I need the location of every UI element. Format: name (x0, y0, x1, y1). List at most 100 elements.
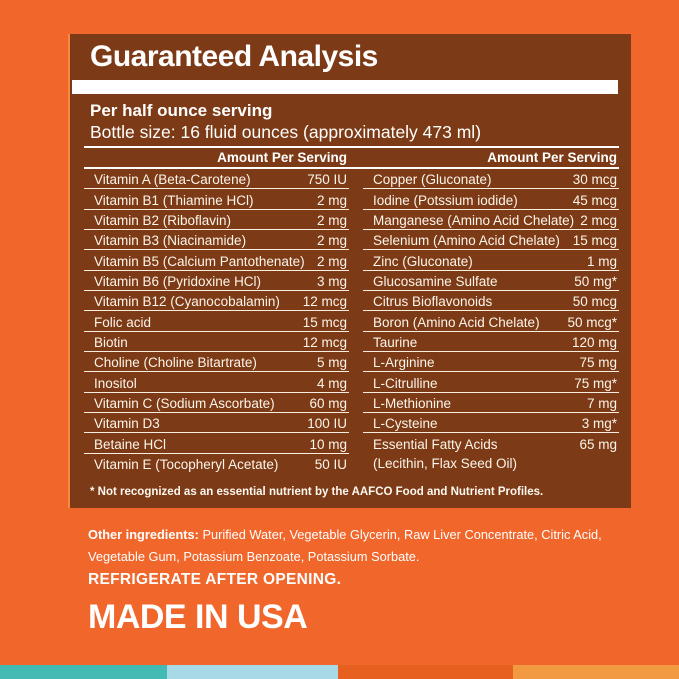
table-row: Vitamin E (Tocopheryl Acetate) 50 IU (84, 454, 349, 474)
nutrient-column-left: Vitamin A (Beta-Carotene) 750 IU Vitamin B… (84, 169, 349, 476)
table-row: Selenium (Amino Acid Chelate) 15 mcg (362, 230, 619, 251)
table-row: L-Arginine 75 mg (362, 352, 619, 373)
nutrient-name: Vitamin B3 (Niacinamide) (94, 233, 247, 249)
amount-per-serving-header-right: Amount Per Serving (487, 150, 617, 165)
nutrient-amount: 1 mg (586, 253, 617, 269)
serving-size-line: Per half ounce serving (90, 101, 273, 120)
nutrient-amount: 2 mcg (580, 212, 617, 228)
table-header-row: Amount Per Serving Amount Per Serving (84, 146, 619, 169)
nutrient-name: Betaine HCl (94, 436, 167, 452)
nutrient-name: Iodine (Potssium iodide) (372, 192, 518, 208)
nutrient-name: Vitamin B1 (Thiamine HCl) (94, 192, 254, 208)
nutrient-name: Taurine (372, 334, 418, 350)
table-row: Vitamin C (Sodium Ascorbate) 60 mg (84, 393, 349, 413)
table-row: Vitamin B2 (Riboflavin) 2 mg (84, 210, 349, 230)
stripe-light-orange (513, 665, 679, 679)
nutrient-amount: 750 IU (307, 172, 347, 188)
table-row: Manganese (Amino Acid Chelate) 2 mcg (362, 210, 619, 230)
nutrient-name: Selenium (Amino Acid Chelate) (372, 233, 560, 249)
nutrient-name: Citrus Bioflavonoids (372, 294, 493, 310)
table-row: Inositol 4 mg (84, 372, 349, 393)
nutrient-name: Essential Fatty Acids (372, 436, 498, 452)
nutrient-columns: Vitamin A (Beta-Carotene) 750 IU Vitamin B… (84, 169, 619, 476)
nutrient-name: Vitamin B5 (Calcium Pantothenate) (94, 253, 305, 269)
other-ingredients-label: Other ingredients: (88, 527, 199, 542)
nutrient-amount: 45 mcg (572, 192, 617, 208)
refrigerate-notice: REFRIGERATE AFTER OPENING. (88, 571, 342, 588)
nutrient-amount: 50 IU (314, 456, 347, 472)
table-row: L-Methionine 7 mg (362, 393, 619, 413)
nutrient-name: Zinc (Gluconate) (372, 253, 473, 269)
table-row: Glucosamine Sulfate 50 mg* (362, 271, 619, 291)
guaranteed-analysis-panel: Guaranteed Analysis Per half ounce servi… (68, 34, 631, 508)
nutrient-amount: 3 mg (316, 273, 347, 289)
nutrient-name: Manganese (Amino Acid Chelate) (372, 212, 575, 228)
bottom-color-stripes (0, 665, 679, 679)
table-row: Citrus Bioflavonoids 50 mcg (362, 291, 619, 312)
table-row: Betaine HCl 10 mg (84, 433, 349, 454)
nutrient-amount: 3 mg* (581, 416, 617, 432)
table-row: Vitamin B12 (Cyanocobalamin) 12 mcg (84, 291, 349, 312)
table-row: Biotin 12 mcg (84, 332, 349, 352)
table-row: Vitamin D3 100 IU (84, 413, 349, 434)
nutrient-name: Folic acid (94, 314, 152, 330)
divider-bar (72, 80, 618, 94)
nutrient-name: Vitamin D3 (94, 416, 160, 432)
nutrient-name: Choline (Choline Bitartrate) (94, 355, 257, 371)
nutrient-amount: 12 mcg (302, 294, 347, 310)
nutrient-amount: 50 mcg* (567, 314, 617, 330)
table-row: Folic acid 15 mcg (84, 311, 349, 332)
nutrient-name-line2: (Lecithin, Flax Seed Oil) (372, 455, 518, 471)
nutrient-name: Vitamin C (Sodium Ascorbate) (94, 395, 275, 411)
table-row: Vitamin B6 (Pyridoxine HCl) 3 mg (84, 271, 349, 291)
stripe-teal (0, 665, 167, 679)
nutrient-name: Boron (Amino Acid Chelate) (372, 314, 540, 330)
panel-title: Guaranteed Analysis (90, 40, 378, 73)
other-ingredients-line2: Vegetable Gum, Potassium Benzoate, Potas… (88, 548, 420, 564)
nutrient-amount: 50 mcg (572, 294, 617, 310)
nutrient-name: Inositol (94, 375, 137, 391)
other-ingredients-text: Purified Water, Vegetable Glycerin, Raw … (198, 527, 602, 542)
table-row: Essential Fatty Acids 65 mg (Lecithin, Fla… (363, 433, 619, 475)
nutrient-name: Glucosamine Sulfate (372, 273, 498, 289)
stripe-light-blue (167, 665, 338, 679)
table-row: L-Citrulline 75 mg* (362, 372, 619, 393)
nutrient-amount: 15 mcg (572, 233, 617, 249)
table-row: L-Cysteine 3 mg* (362, 413, 619, 434)
nutrient-name: Vitamin B2 (Riboflavin) (94, 212, 232, 228)
nutrient-amount: 2 mg (316, 253, 347, 269)
nutrient-amount: 4 mg (316, 375, 347, 391)
nutrient-amount: 75 mg* (574, 375, 617, 391)
nutrient-amount: 7 mg (586, 395, 617, 411)
nutrient-name: L-Cysteine (372, 416, 438, 432)
nutrient-amount: 100 IU (307, 416, 347, 432)
table-row: Vitamin B3 (Niacinamide) 2 mg (84, 230, 349, 251)
aafco-footnote: * Not recognized as an essential nutrien… (90, 486, 544, 498)
nutrient-name: Vitamin B12 (Cyanocobalamin) (94, 294, 280, 310)
table-row: Copper (Gluconate) 30 mcg (362, 169, 619, 190)
nutrient-table: Amount Per Serving Amount Per Serving Vi… (84, 146, 619, 476)
nutrient-amount: 2 mg (316, 212, 347, 228)
nutrient-amount: 2 mg (316, 192, 347, 208)
nutrient-amount: 30 mcg (572, 172, 617, 188)
nutrient-column-right: Copper (Gluconate) 30 mcg Iodine (Potssium… (362, 169, 619, 476)
nutrient-name: Vitamin A (Beta-Carotene) (94, 172, 251, 188)
table-row: Vitamin A (Beta-Carotene) 750 IU (84, 169, 349, 190)
table-row: Vitamin B5 (Calcium Pantothenate) 2 mg (84, 250, 349, 271)
nutrient-name: Vitamin B6 (Pyridoxine HCl) (94, 273, 262, 289)
nutrient-amount: 75 mg (579, 355, 617, 371)
table-row: Choline (Choline Bitartrate) 5 mg (84, 352, 349, 373)
stripe-dark-orange (338, 665, 513, 679)
nutrient-name: Vitamin E (Tocopheryl Acetate) (94, 456, 279, 472)
table-row: Zinc (Gluconate) 1 mg (362, 250, 619, 271)
table-row: Iodine (Potssium iodide) 45 mcg (362, 189, 619, 210)
table-row: Boron (Amino Acid Chelate) 50 mcg* (362, 311, 619, 332)
other-ingredients: Other ingredients: Purified Water, Veget… (88, 524, 602, 567)
nutrient-amount: 60 mg (309, 395, 347, 411)
other-ingredients-line1: Other ingredients: Purified Water, Veget… (88, 524, 602, 546)
made-in-usa: MADE IN USA (88, 598, 308, 636)
nutrient-amount: 50 mg* (574, 273, 617, 289)
nutrient-amount: 2 mg (316, 233, 347, 249)
table-row: Vitamin B1 (Thiamine HCl) 2 mg (84, 189, 349, 210)
